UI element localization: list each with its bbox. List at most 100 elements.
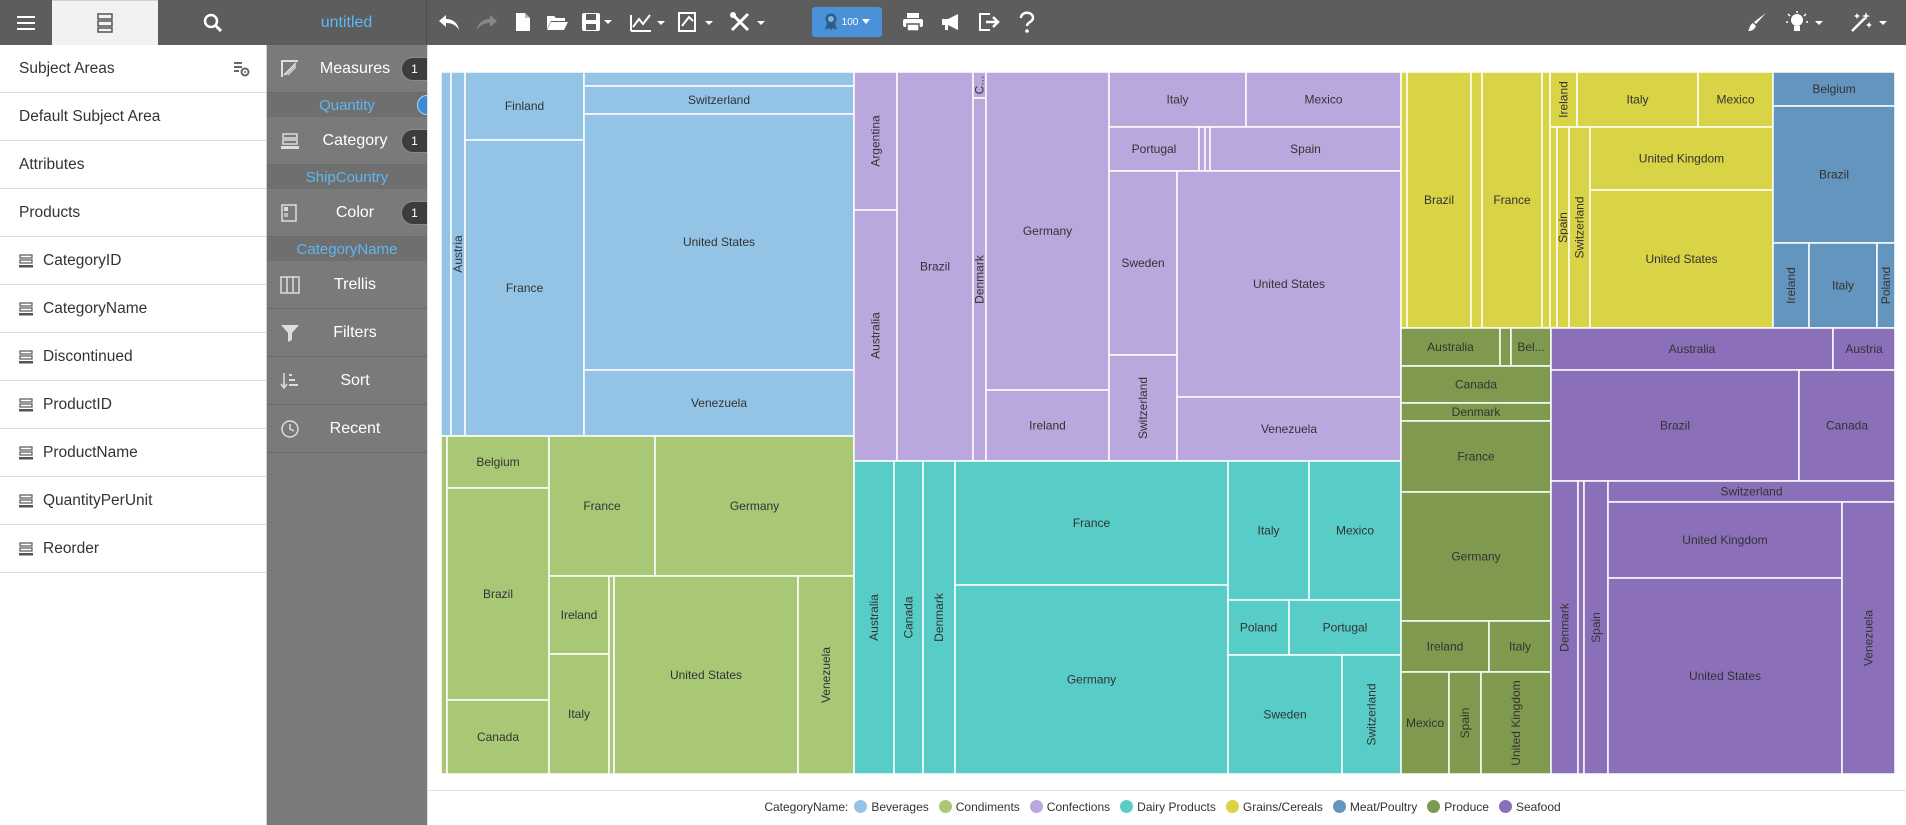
color-field-chip[interactable]: CategoryName [267,237,427,261]
treemap-tile[interactable] [464,71,585,141]
subject-folder-item[interactable]: Default Subject Area [0,93,266,141]
treemap-tile[interactable] [1400,71,1408,329]
field-item[interactable]: ProductID [0,381,266,429]
legend-item[interactable]: Grains/Cereals [1225,800,1323,814]
dropzone-sort[interactable]: Sort [267,357,427,405]
dropzone-filters[interactable]: Filters [267,309,427,357]
legend-item[interactable]: Confections [1029,800,1110,814]
legend-item[interactable]: Seafood [1498,800,1561,814]
treemap-tile[interactable] [1550,369,1800,482]
treemap-tile[interactable] [1589,126,1774,191]
field-item[interactable]: CategoryID [0,237,266,285]
dropzone-recent[interactable]: Recent [267,405,427,453]
legend-item[interactable]: Dairy Products [1120,800,1216,814]
tools-button[interactable] [727,8,767,36]
treemap-tile[interactable] [797,575,855,775]
treemap-tile[interactable] [1470,71,1483,329]
treemap-tile[interactable] [1583,480,1609,775]
treemap-tile[interactable] [1209,126,1402,172]
treemap-tile[interactable] [1798,369,1896,482]
treemap-tile[interactable] [954,584,1229,775]
treemap-tile[interactable] [1198,126,1206,172]
data-panel-tab[interactable] [52,0,158,45]
treemap-tile[interactable] [446,487,550,701]
subject-folder-item[interactable]: Attributes [0,141,266,189]
legend-item[interactable]: Produce [1427,800,1489,814]
treemap-tile[interactable] [1176,170,1402,398]
treemap-tile[interactable] [853,209,898,462]
treemap-tile[interactable] [548,435,656,577]
treemap-tile[interactable] [613,575,799,775]
treemap-tile[interactable] [1308,460,1402,601]
treemap-tile[interactable] [1832,327,1896,371]
resolution-button[interactable]: 100 [812,7,882,37]
treemap-tile[interactable] [1400,327,1501,367]
field-item[interactable]: Discontinued [0,333,266,381]
search-tab[interactable] [158,0,267,45]
treemap-tile[interactable] [1488,620,1552,673]
treemap-tile[interactable] [893,460,924,775]
treemap-tile[interactable] [583,369,855,437]
legend-item[interactable]: Meat/Poultry [1332,800,1417,814]
new-document-button[interactable] [511,8,535,36]
legend-item[interactable]: Condiments [938,800,1020,814]
treemap-tile[interactable] [1577,480,1585,775]
dropzone-color[interactable]: Color 1 [267,189,427,237]
treemap-tile[interactable] [1841,501,1896,775]
treemap-tile[interactable] [1288,599,1402,656]
treemap-tile[interactable] [853,460,895,775]
measures-field-chip[interactable]: Quantity [267,93,439,117]
treemap-tile[interactable] [654,435,855,577]
treemap-tile[interactable] [1108,126,1200,172]
treemap-tile[interactable] [1541,71,1551,329]
treemap-tile[interactable] [446,699,550,775]
treemap-tile[interactable] [1108,354,1178,462]
subject-folder-item[interactable]: Products [0,189,266,237]
document-title[interactable]: untitled [267,0,427,45]
treemap-tile[interactable] [1697,71,1774,128]
dropzone-trellis[interactable]: Trellis [267,261,427,309]
chart-type-button[interactable] [627,8,667,36]
treemap-tile[interactable] [1772,105,1896,244]
treemap-tile[interactable] [1400,620,1490,673]
auto-magic-button[interactable] [1847,8,1891,36]
dropzone-measures[interactable]: Measures 1 [267,45,427,93]
legend-item[interactable]: Beverages [854,800,929,814]
treemap-tile[interactable] [1480,671,1552,775]
print-button[interactable] [899,8,927,36]
treemap-tile[interactable] [1607,577,1843,775]
field-item[interactable]: ProductName [0,429,266,477]
treemap-tile[interactable] [583,113,855,371]
category-field-chip[interactable]: ShipCountry [267,165,427,189]
redo-button[interactable] [473,8,501,36]
broadcast-button[interactable] [937,8,965,36]
subject-settings-icon[interactable] [233,60,250,77]
field-item[interactable]: Reorder [0,525,266,573]
treemap-tile[interactable] [446,435,550,489]
treemap-tile[interactable] [1400,491,1552,622]
treemap-tile[interactable] [1499,327,1512,367]
dropzone-category[interactable]: Category 1 [267,117,427,165]
field-item[interactable]: CategoryName [0,285,266,333]
save-button[interactable] [579,8,615,36]
treemap-tile[interactable] [1481,71,1543,329]
treemap-tile[interactable] [954,460,1229,586]
hamburger-menu-button[interactable] [0,0,52,45]
format-brush-button[interactable] [1743,8,1771,36]
treemap-tile[interactable] [1108,71,1247,128]
treemap-tile[interactable] [440,71,452,437]
treemap-tile[interactable] [985,71,1110,391]
treemap-tile[interactable] [1448,671,1482,775]
treemap-tile[interactable] [985,389,1110,462]
treemap-tile[interactable] [1607,501,1843,579]
treemap-tile[interactable] [896,71,974,462]
treemap-tile[interactable] [1400,420,1552,493]
insights-button[interactable] [1783,8,1827,36]
treemap-chart[interactable]: Austria Finland France Switzerland United St… [428,45,1906,785]
treemap-tile[interactable] [922,460,956,775]
export-button[interactable] [975,8,1003,36]
undo-button[interactable] [435,8,463,36]
treemap-tile[interactable] [583,71,855,87]
treemap-tile[interactable] [583,85,855,115]
treemap-tile[interactable] [1341,654,1402,775]
